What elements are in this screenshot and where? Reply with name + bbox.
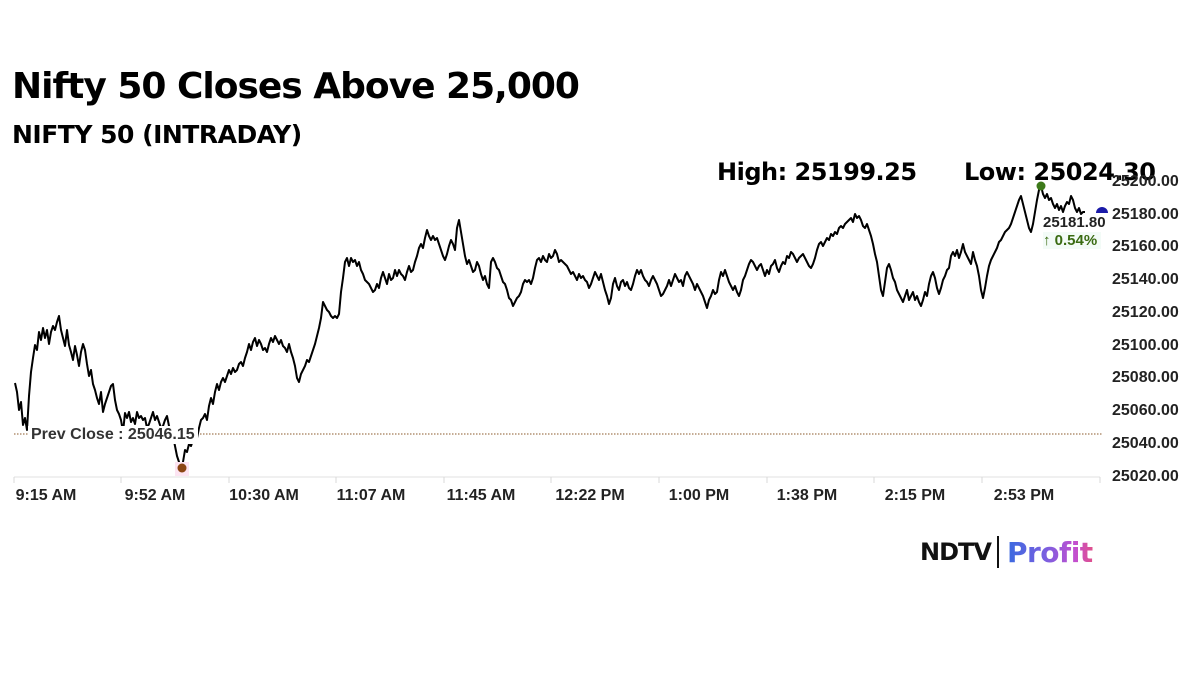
- y-tick-label: 25060.00: [1112, 402, 1179, 419]
- x-tick-label: 12:22 PM: [555, 487, 625, 504]
- x-tick-label: 2:53 PM: [993, 487, 1055, 504]
- y-tick-label: 25140.00: [1112, 271, 1179, 288]
- y-tick-label: 25120.00: [1112, 304, 1179, 321]
- last-price-marker-icon: [1096, 207, 1108, 213]
- y-tick-label: 25160.00: [1112, 238, 1179, 255]
- y-tick-label: 25180.00: [1112, 206, 1179, 223]
- x-tick-label: 11:45 AM: [446, 487, 516, 504]
- change-percent-label: ↑ 0.54%: [1043, 232, 1102, 249]
- y-tick-label: 25100.00: [1112, 337, 1179, 354]
- logo-ndtv-text: NDTV: [920, 538, 992, 566]
- x-tick-label: 10:30 AM: [229, 487, 299, 504]
- x-tick-label: 1:38 PM: [776, 487, 838, 504]
- x-tick-marks: [13, 477, 1101, 483]
- x-tick-label: 11:07 AM: [336, 487, 406, 504]
- x-tick-label: 9:52 AM: [124, 487, 186, 504]
- x-tick-label: 9:15 AM: [15, 487, 77, 504]
- chart-subtitle: NIFTY 50 (INTRADAY): [12, 120, 302, 149]
- ndtv-profit-logo: NDTV Profit: [920, 534, 1093, 570]
- high-label: High: 25199.25: [717, 158, 917, 186]
- high-marker-icon: [1036, 181, 1046, 191]
- y-tick-label: 25020.00: [1112, 468, 1179, 485]
- low-marker-icon: [177, 463, 187, 473]
- logo-divider: [996, 536, 999, 568]
- prev-close-label: Prev Close : 25046.15: [28, 426, 198, 444]
- x-tick-label: 1:00 PM: [668, 487, 730, 504]
- last-price-label: 25181.80: [1043, 214, 1106, 231]
- page-title: Nifty 50 Closes Above 25,000: [12, 66, 580, 107]
- y-tick-label: 25040.00: [1112, 435, 1179, 452]
- y-tick-label: 25080.00: [1112, 369, 1179, 386]
- y-tick-label: 25200.00: [1112, 173, 1179, 190]
- x-tick-label: 2:15 PM: [884, 487, 946, 504]
- logo-profit-text: Profit: [1006, 535, 1093, 569]
- low-label: Low: 25024.30: [964, 158, 1156, 186]
